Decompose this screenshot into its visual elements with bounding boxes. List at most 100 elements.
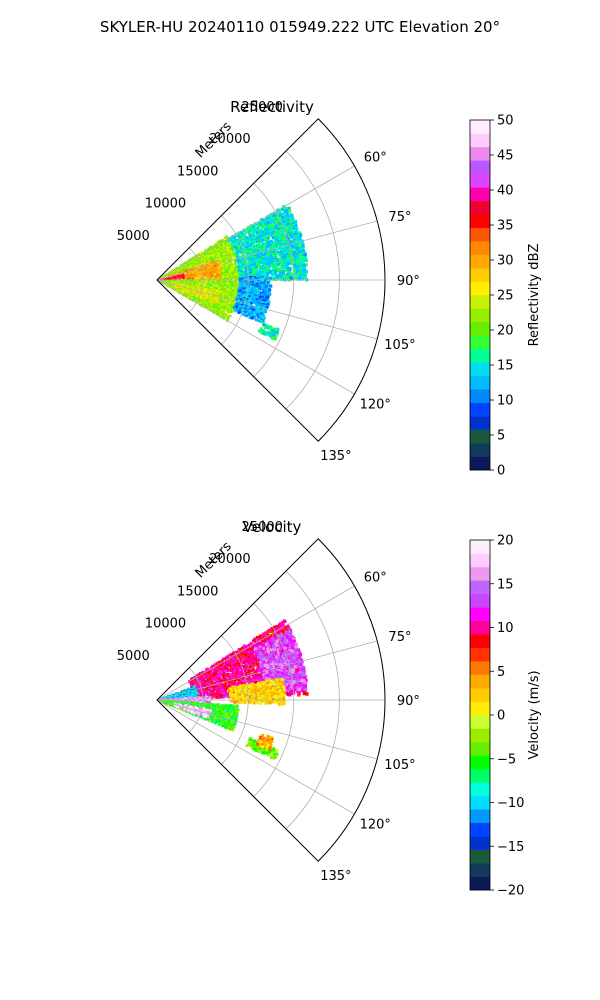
- echo-region-6: [228, 678, 286, 706]
- theta-tick-label-3: 105°: [384, 758, 415, 773]
- azimuth-spoke-3: [156, 279, 378, 340]
- colorbar-band-19: [470, 620, 490, 635]
- reflectivity-plot: Reflectivity 500010000150002000025000Met…: [117, 98, 542, 479]
- colorbar-band-18: [470, 634, 490, 648]
- echo-field: [158, 205, 309, 341]
- colorbar-tick-label-1: −15: [497, 840, 524, 855]
- colorbar-band-24: [470, 553, 490, 568]
- theta-tick-label-1: 75°: [388, 630, 411, 645]
- colorbar-band-5: [470, 389, 490, 403]
- colorbar-band-21: [470, 593, 490, 608]
- echo-region-1: [227, 205, 309, 282]
- r-tick-label-2: 15000: [177, 584, 218, 599]
- colorbar-tick-label-5: 25: [497, 289, 514, 304]
- colorbar-tick-label-3: −5: [497, 752, 516, 767]
- colorbar-band-20: [470, 187, 490, 202]
- colorbar-band-16: [470, 661, 490, 675]
- velocity-title: Velocity: [243, 518, 302, 536]
- azimuth-spoke-0: [156, 585, 355, 701]
- colorbar-band-9: [470, 335, 490, 350]
- r-tick-label-2: 15000: [177, 164, 218, 179]
- colorbar-band-25: [470, 540, 490, 554]
- colorbar-band-2: [470, 849, 490, 864]
- colorbar-band-7: [470, 362, 490, 377]
- colorbar-tick-label-2: −10: [497, 796, 524, 811]
- r-tick-label-1: 10000: [145, 197, 186, 212]
- colorbar-band-6: [470, 375, 490, 390]
- colorbar-band-24: [470, 133, 490, 148]
- colorbar-band-4: [470, 402, 490, 417]
- colorbar-band-17: [470, 227, 490, 242]
- colorbar-tick-label-0: 0: [497, 464, 505, 479]
- r-tick-label-0: 5000: [117, 229, 150, 244]
- colorbar-band-6: [470, 795, 490, 810]
- theta-tick-label-4: 120°: [360, 818, 391, 833]
- colorbar-band-2: [470, 429, 490, 444]
- colorbar-band-11: [470, 308, 490, 323]
- colorbar-tick-label-7: 15: [497, 577, 514, 592]
- theta-tick-label-0: 60°: [364, 570, 387, 585]
- colorbar-band-10: [470, 321, 490, 336]
- colorbar-tick-label-2: 10: [497, 394, 514, 409]
- colorbar-band-9: [470, 755, 490, 770]
- theta-tick-label-2: 90°: [397, 274, 420, 289]
- theta-tick-label-5: 135°: [320, 869, 351, 884]
- colorbar-band-13: [470, 701, 490, 716]
- colorbar-label: Velocity (m/s): [527, 670, 542, 759]
- colorbar-band-10: [470, 741, 490, 756]
- echo-region-5: [233, 275, 273, 323]
- colorbar-band-17: [470, 647, 490, 662]
- colorbar-band-11: [470, 728, 490, 743]
- theta-tick-label-5: 135°: [320, 449, 351, 464]
- colorbar-band-0: [470, 876, 490, 891]
- theta-tick-label-0: 60°: [364, 150, 387, 165]
- reflectivity-title: Reflectivity: [230, 98, 314, 116]
- colorbar-tick-label-8: 40: [497, 184, 514, 199]
- colorbar-band-25: [470, 120, 490, 134]
- colorbar-band-8: [470, 768, 490, 783]
- colorbar-tick-label-4: 20: [497, 324, 514, 339]
- echo-region-8: [256, 733, 274, 751]
- colorbar-band-18: [470, 214, 490, 228]
- azimuth-spoke-4: [156, 699, 355, 815]
- azimuth-spoke-0: [156, 165, 355, 281]
- colorbar-band-3: [470, 416, 490, 430]
- colorbar-band-23: [470, 146, 490, 161]
- colorbar-tick-label-5: 5: [497, 665, 505, 680]
- azimuth-spoke-4: [156, 279, 355, 395]
- colorbar-tick-label-8: 20: [497, 534, 514, 549]
- colorbar-band-22: [470, 580, 490, 595]
- colorbar-band-12: [470, 295, 490, 309]
- colorbar-band-21: [470, 173, 490, 188]
- colorbar-band-16: [470, 241, 490, 255]
- velocity-colorbar: −20 −15 −10 −5 0 5 10 15 20 Velocity (m/s): [469, 534, 542, 899]
- theta-tick-label-4: 120°: [360, 398, 391, 413]
- theta-tick-label-1: 75°: [388, 210, 411, 225]
- r-tick-label-3: 20000: [209, 132, 250, 147]
- r-tick-label-3: 20000: [209, 552, 250, 567]
- colorbar-tick-label-3: 15: [497, 359, 514, 374]
- r-tick-label-4: 25000: [242, 520, 283, 535]
- figure-suptitle: SKYLER-HU 20240110 015949.222 UTC Elevat…: [100, 18, 500, 36]
- colorbar-tick-label-10: 50: [497, 114, 514, 129]
- colorbar-band-13: [470, 281, 490, 296]
- colorbar-tick-label-9: 45: [497, 149, 514, 164]
- colorbar-band-1: [470, 863, 490, 877]
- r-tick-label-0: 5000: [117, 649, 150, 664]
- colorbar-band-14: [470, 688, 490, 702]
- colorbar-band-20: [470, 607, 490, 622]
- colorbar-tick-label-7: 35: [497, 219, 514, 234]
- colorbar-band-7: [470, 782, 490, 797]
- colorbar-band-5: [470, 809, 490, 823]
- theta-tick-label-2: 90°: [397, 694, 420, 709]
- echo-field: [158, 619, 309, 760]
- colorbar-band-19: [470, 200, 490, 215]
- colorbar-band-1: [470, 443, 490, 457]
- theta-tick-label-3: 105°: [384, 338, 415, 353]
- sector-frame: [156, 118, 386, 442]
- reflectivity-colorbar: 0 5 10 15 20 25 30 35 40 45 50 Reflectivity dBZ: [469, 114, 542, 479]
- colorbar-tick-label-6: 30: [497, 254, 514, 269]
- colorbar-band-0: [470, 456, 490, 471]
- azimuth-spoke-3: [156, 699, 378, 760]
